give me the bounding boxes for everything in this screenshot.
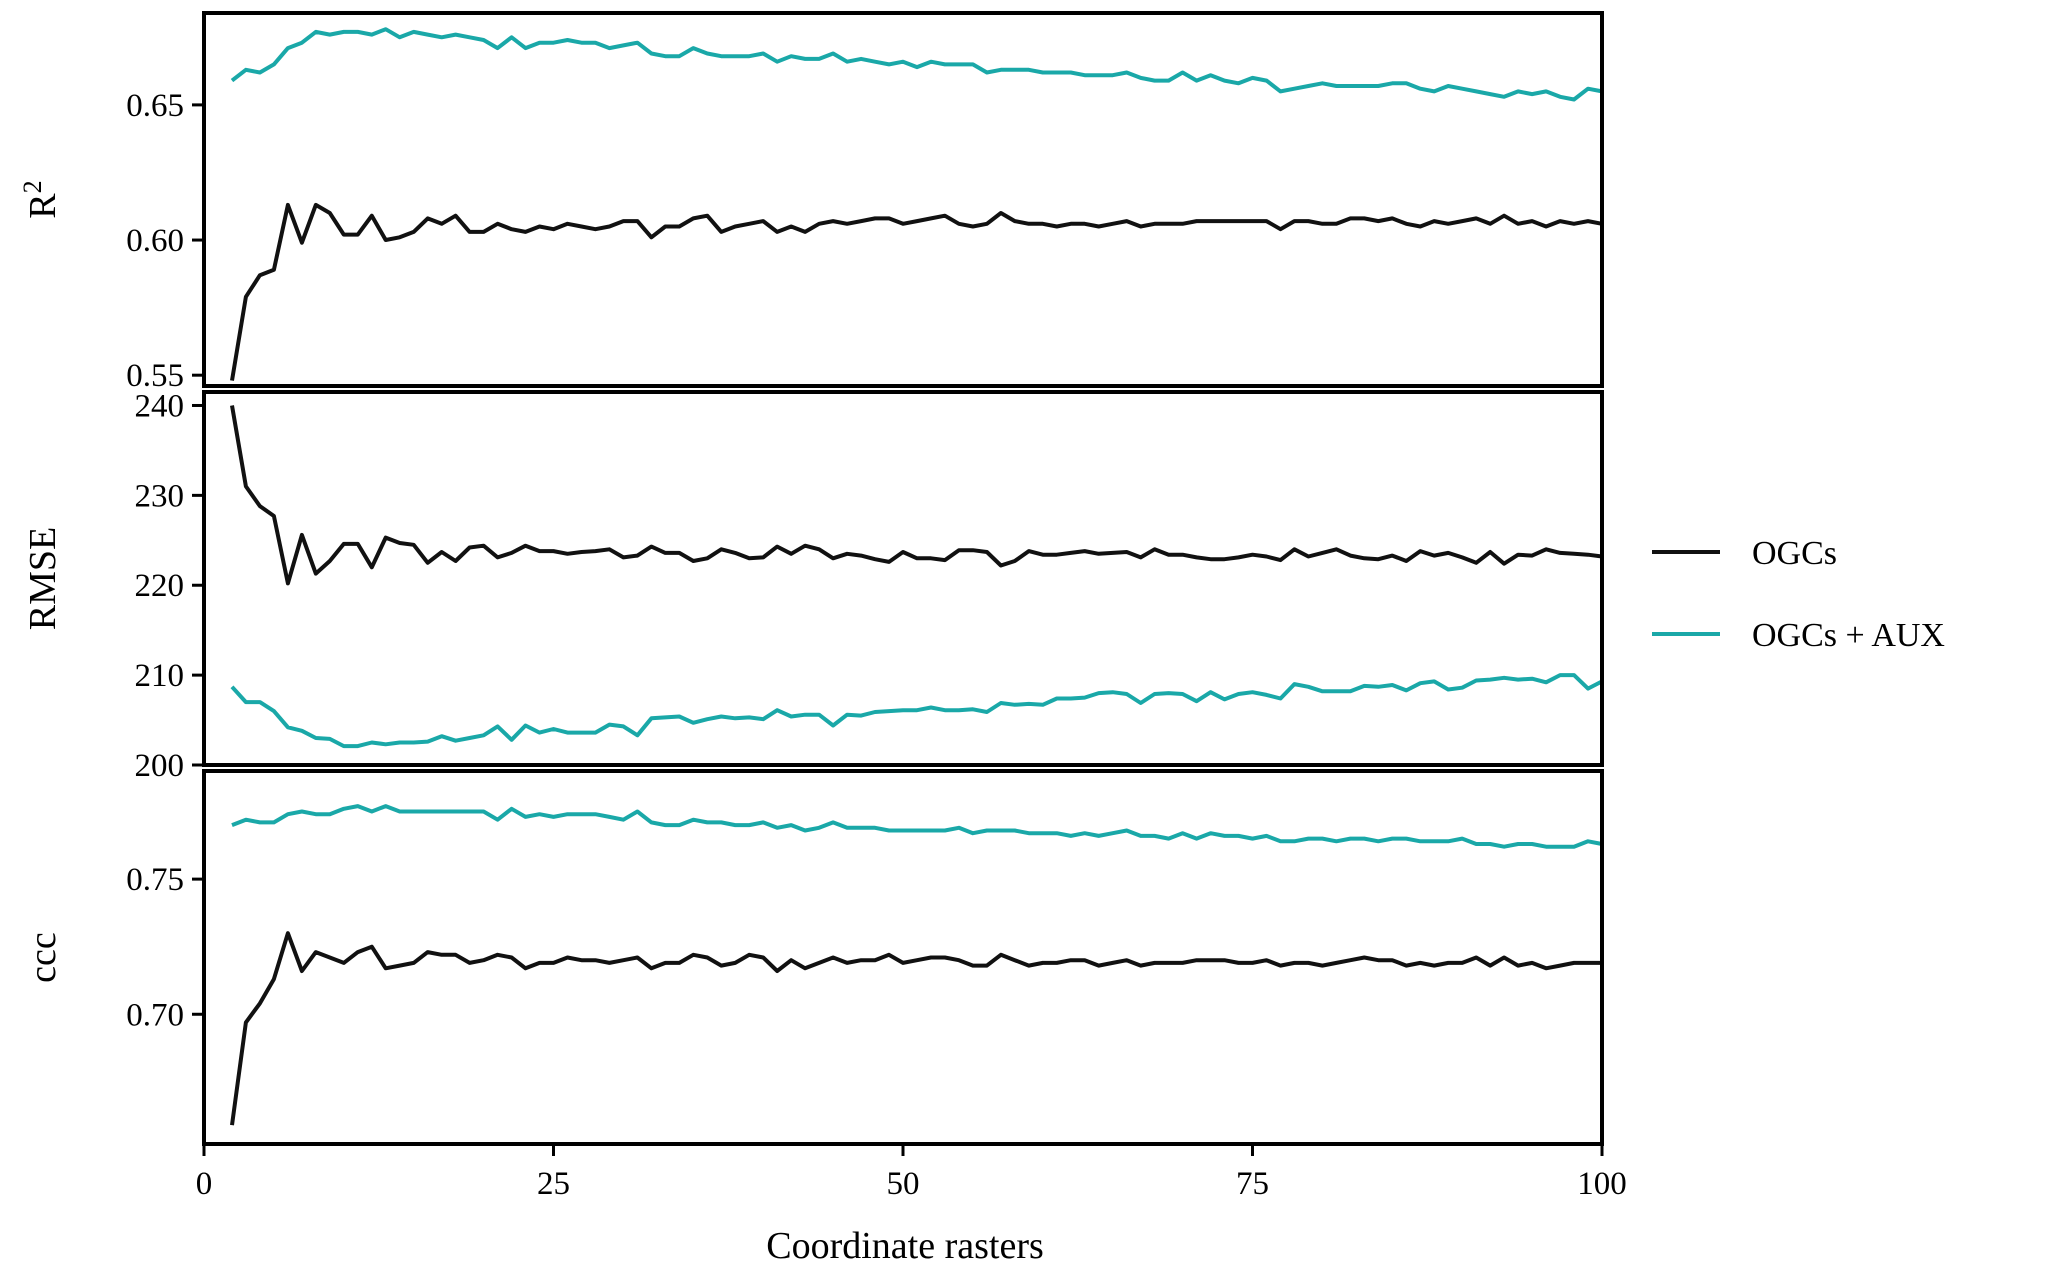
x-tick-label: 50 (887, 1166, 920, 1202)
y-tick-label: 240 (135, 388, 185, 424)
x-tick-label: 0 (196, 1166, 213, 1202)
y-tick-label: 0.75 (126, 862, 184, 898)
x-tick-label: 25 (537, 1166, 570, 1202)
x-tick-label: 100 (1577, 1166, 1627, 1202)
y-axis-title: ccc (22, 932, 64, 983)
panel-3: 0.70 0.75 ccc (22, 769, 1604, 1146)
y-tick-label: 210 (135, 658, 185, 694)
panel-2: 200 210 220 230 240 RMSE (22, 388, 1604, 784)
series-line-ogcs-panel-2 (230, 405, 1603, 586)
panel-1: 0.55 0.60 0.65 R2 (18, 11, 1604, 394)
panel-frame (202, 769, 1604, 1146)
x-axis: 0 25 50 75 100 (196, 1144, 1627, 1202)
y-tick-label: 0.55 (126, 358, 184, 394)
panel-frame (202, 390, 1604, 767)
x-axis-title: Coordinate rasters (766, 1225, 1044, 1267)
series-line-ogcs-panel-3 (230, 931, 1602, 1126)
y-tick-label: 200 (135, 748, 185, 784)
y-tick-label: 0.65 (126, 88, 184, 124)
series-line-ogcs-aux-panel-3 (231, 804, 1603, 849)
legend: OGCs OGCs + AUX (1652, 535, 1945, 654)
y-tick-label: 220 (135, 568, 185, 604)
x-tick-label: 75 (1236, 1166, 1269, 1202)
series-line-ogcs-panel-1 (230, 202, 1603, 381)
y-axis-title: R2 (18, 180, 65, 218)
panel-frame (202, 11, 1604, 388)
y-axis-title: RMSE (22, 527, 64, 630)
y-tick-label: 0.70 (126, 997, 184, 1033)
chart-panels: 0.550.600.65R2200210220230240RMSE0.700.7… (18, 11, 1604, 1146)
series-line-ogcs-aux-panel-1 (230, 27, 1603, 102)
y-tick-label: 0.60 (126, 223, 184, 259)
legend-label-ogcs: OGCs (1752, 535, 1837, 572)
y-tick-label: 230 (135, 478, 185, 514)
legend-label-ogcs-aux: OGCs + AUX (1752, 617, 1945, 654)
series-line-ogcs-aux-panel-2 (230, 673, 1603, 749)
